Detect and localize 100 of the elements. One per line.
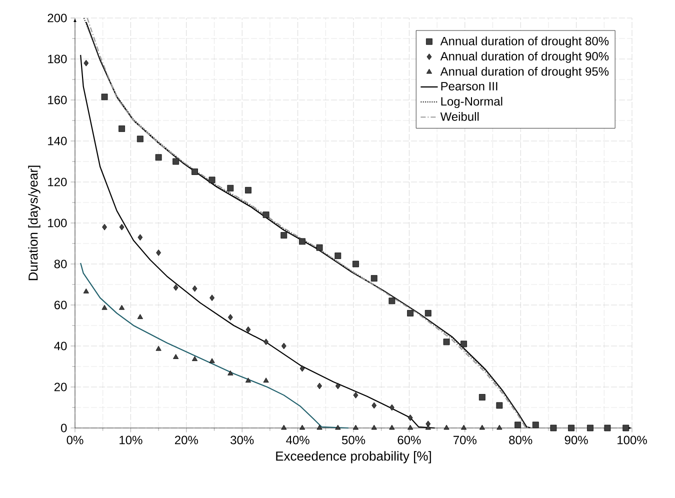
- legend-label: Log-Normal: [441, 96, 502, 108]
- point: [263, 378, 269, 383]
- x-tick-label: 90%: [564, 436, 588, 444]
- point: [550, 424, 557, 432]
- x-tick-label: 70%: [454, 436, 476, 444]
- point: [281, 342, 286, 350]
- legend-label: Pearson III: [441, 82, 498, 90]
- y-tick-label: 20: [54, 382, 67, 392]
- point: [227, 184, 234, 192]
- point: [101, 94, 108, 100]
- point: [137, 314, 143, 319]
- x-tick-label: 20%: [174, 436, 198, 444]
- y-tick-label: 180: [48, 54, 67, 64]
- point: [246, 326, 251, 333]
- y-tick-label: 140: [48, 136, 67, 146]
- point: [352, 260, 359, 268]
- point: [532, 422, 539, 428]
- x-tick-label: 30%: [230, 436, 254, 444]
- point: [460, 424, 467, 430]
- point: [407, 310, 414, 316]
- y-tick-label: 0: [61, 424, 67, 432]
- point: [228, 314, 233, 320]
- point: [424, 310, 432, 316]
- x-tick-label: 50%: [342, 436, 366, 444]
- point: [389, 404, 394, 411]
- point: [444, 424, 450, 430]
- x-tick-label: 40%: [286, 436, 310, 444]
- point: [352, 424, 359, 430]
- point: [316, 244, 323, 251]
- point: [192, 356, 198, 362]
- point: [478, 394, 486, 400]
- point: [371, 424, 377, 430]
- point: [192, 285, 198, 292]
- point: [372, 402, 377, 409]
- point: [460, 340, 467, 348]
- point: [136, 136, 144, 142]
- point: [370, 275, 378, 282]
- legend-label: Annual duration of drought 95%: [440, 66, 609, 78]
- legend-label: Weibull: [440, 112, 479, 121]
- point: [228, 370, 234, 376]
- point: [209, 358, 215, 364]
- point: [173, 284, 178, 291]
- point: [192, 168, 198, 175]
- point: [334, 252, 342, 259]
- point: [281, 424, 287, 430]
- legend-label: Annual duration of drought 80%: [440, 36, 609, 48]
- x-axis-title: Exceedence probability [%]: [276, 451, 431, 464]
- point: [83, 288, 89, 294]
- x-tick-label: 80%: [509, 436, 532, 444]
- x-tick-label: 0%: [66, 436, 84, 444]
- point: [156, 346, 162, 351]
- x-tick-label: 60%: [398, 436, 421, 444]
- point: [119, 224, 124, 230]
- point: [299, 238, 306, 245]
- point: [84, 60, 89, 66]
- x-tick-label: 100%: [618, 436, 647, 444]
- y-tick-label: 120: [48, 178, 67, 186]
- y-tick-label: 60: [54, 300, 67, 310]
- point: [173, 354, 179, 359]
- point: [317, 382, 322, 390]
- point: [514, 422, 522, 428]
- point: [568, 424, 574, 432]
- point: [102, 304, 108, 310]
- point: [389, 424, 395, 430]
- point: [280, 232, 288, 238]
- point: [118, 125, 125, 132]
- point: [425, 424, 431, 430]
- point: [335, 382, 340, 390]
- point: [408, 424, 414, 430]
- point: [388, 298, 396, 304]
- point: [335, 424, 341, 430]
- point: [496, 402, 503, 409]
- point: [316, 424, 322, 430]
- y-tick-label: 100: [48, 218, 67, 228]
- point: [119, 304, 125, 310]
- point: [604, 424, 611, 432]
- point: [208, 176, 216, 184]
- x-tick-label: 10%: [120, 436, 142, 444]
- point: [587, 424, 594, 432]
- point: [210, 294, 214, 302]
- point: [300, 365, 305, 372]
- y-tick-label: 40: [54, 342, 67, 350]
- point: [156, 250, 162, 256]
- point: [496, 424, 502, 430]
- point: [443, 338, 450, 346]
- y-tick-label: 80: [54, 260, 67, 268]
- point: [245, 186, 252, 194]
- point: [622, 424, 630, 432]
- point: [479, 424, 485, 430]
- point: [262, 212, 270, 218]
- point: [264, 338, 269, 346]
- point: [299, 424, 306, 430]
- y-tick-label: 200: [48, 14, 67, 22]
- y-axis-title: Duration [days/year]: [28, 166, 40, 280]
- point: [172, 158, 180, 165]
- line-series: [80, 262, 350, 429]
- y-tick-label: 160: [48, 96, 67, 104]
- point: [102, 224, 107, 230]
- legend-label: Annual duration of drought 90%: [440, 52, 609, 63]
- point: [245, 378, 252, 383]
